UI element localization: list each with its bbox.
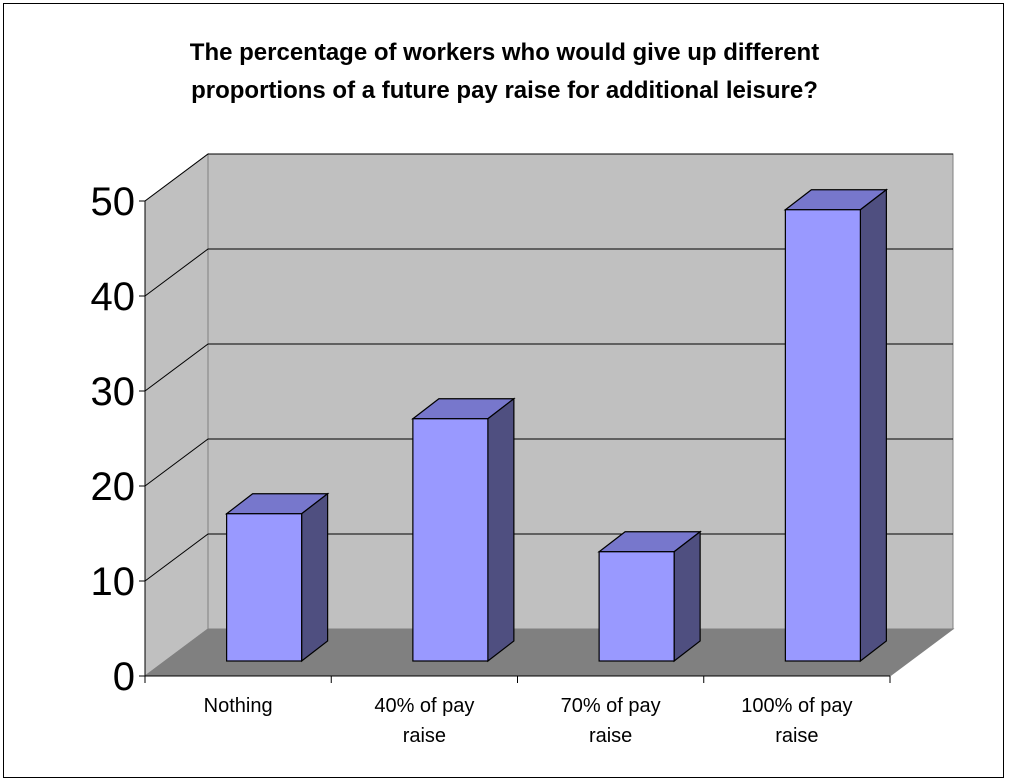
y-tick-label: 30 — [91, 370, 136, 414]
bar-2 — [597, 530, 702, 663]
x-tick-label: 100% of pay — [741, 695, 852, 717]
bar-front — [412, 418, 489, 662]
gridline — [144, 343, 953, 392]
bar-front — [598, 551, 675, 662]
bar-1 — [411, 397, 516, 663]
gridline — [144, 533, 953, 582]
x-tick-label: 40% of pay — [374, 695, 474, 717]
bar-side — [301, 492, 329, 663]
side-wall — [144, 153, 209, 677]
x-axis-tick-labels: Nothing 40% of pay raise 70% of pay raise 100… — [204, 695, 853, 747]
bar-side — [487, 397, 515, 663]
x-tick-label: raise — [589, 725, 632, 747]
bar-front — [784, 209, 861, 662]
chart-title-line-2: proportions of a future pay raise for ad… — [191, 77, 818, 104]
y-tick-label: 0 — [113, 655, 135, 699]
chart-title-line-1: The percentage of workers who would give… — [189, 39, 820, 66]
x-tick-label: Nothing — [204, 695, 273, 717]
chart-axes — [139, 200, 891, 683]
gridline — [144, 438, 953, 487]
bar-side — [859, 188, 887, 663]
gridline — [144, 248, 953, 297]
bar-0 — [224, 492, 330, 663]
chart-title: The percentage of workers who would give… — [0, 34, 1009, 110]
y-tick-label: 10 — [91, 560, 136, 604]
y-axis-tick-labels: 0 10 20 30 40 50 — [91, 180, 136, 699]
y-tick-label: 50 — [91, 180, 136, 224]
bar-3 — [783, 188, 889, 663]
y-tick-label: 40 — [91, 275, 136, 319]
bar-side — [673, 530, 701, 663]
x-tick-label: raise — [775, 725, 818, 747]
chart-gridlines — [144, 153, 953, 582]
y-tick-label: 20 — [91, 465, 136, 509]
gridline — [144, 153, 953, 202]
x-tick-label: 70% of pay — [561, 695, 661, 717]
x-tick-label: raise — [403, 725, 446, 747]
chart-bars — [224, 188, 889, 663]
bar-front — [226, 513, 303, 662]
